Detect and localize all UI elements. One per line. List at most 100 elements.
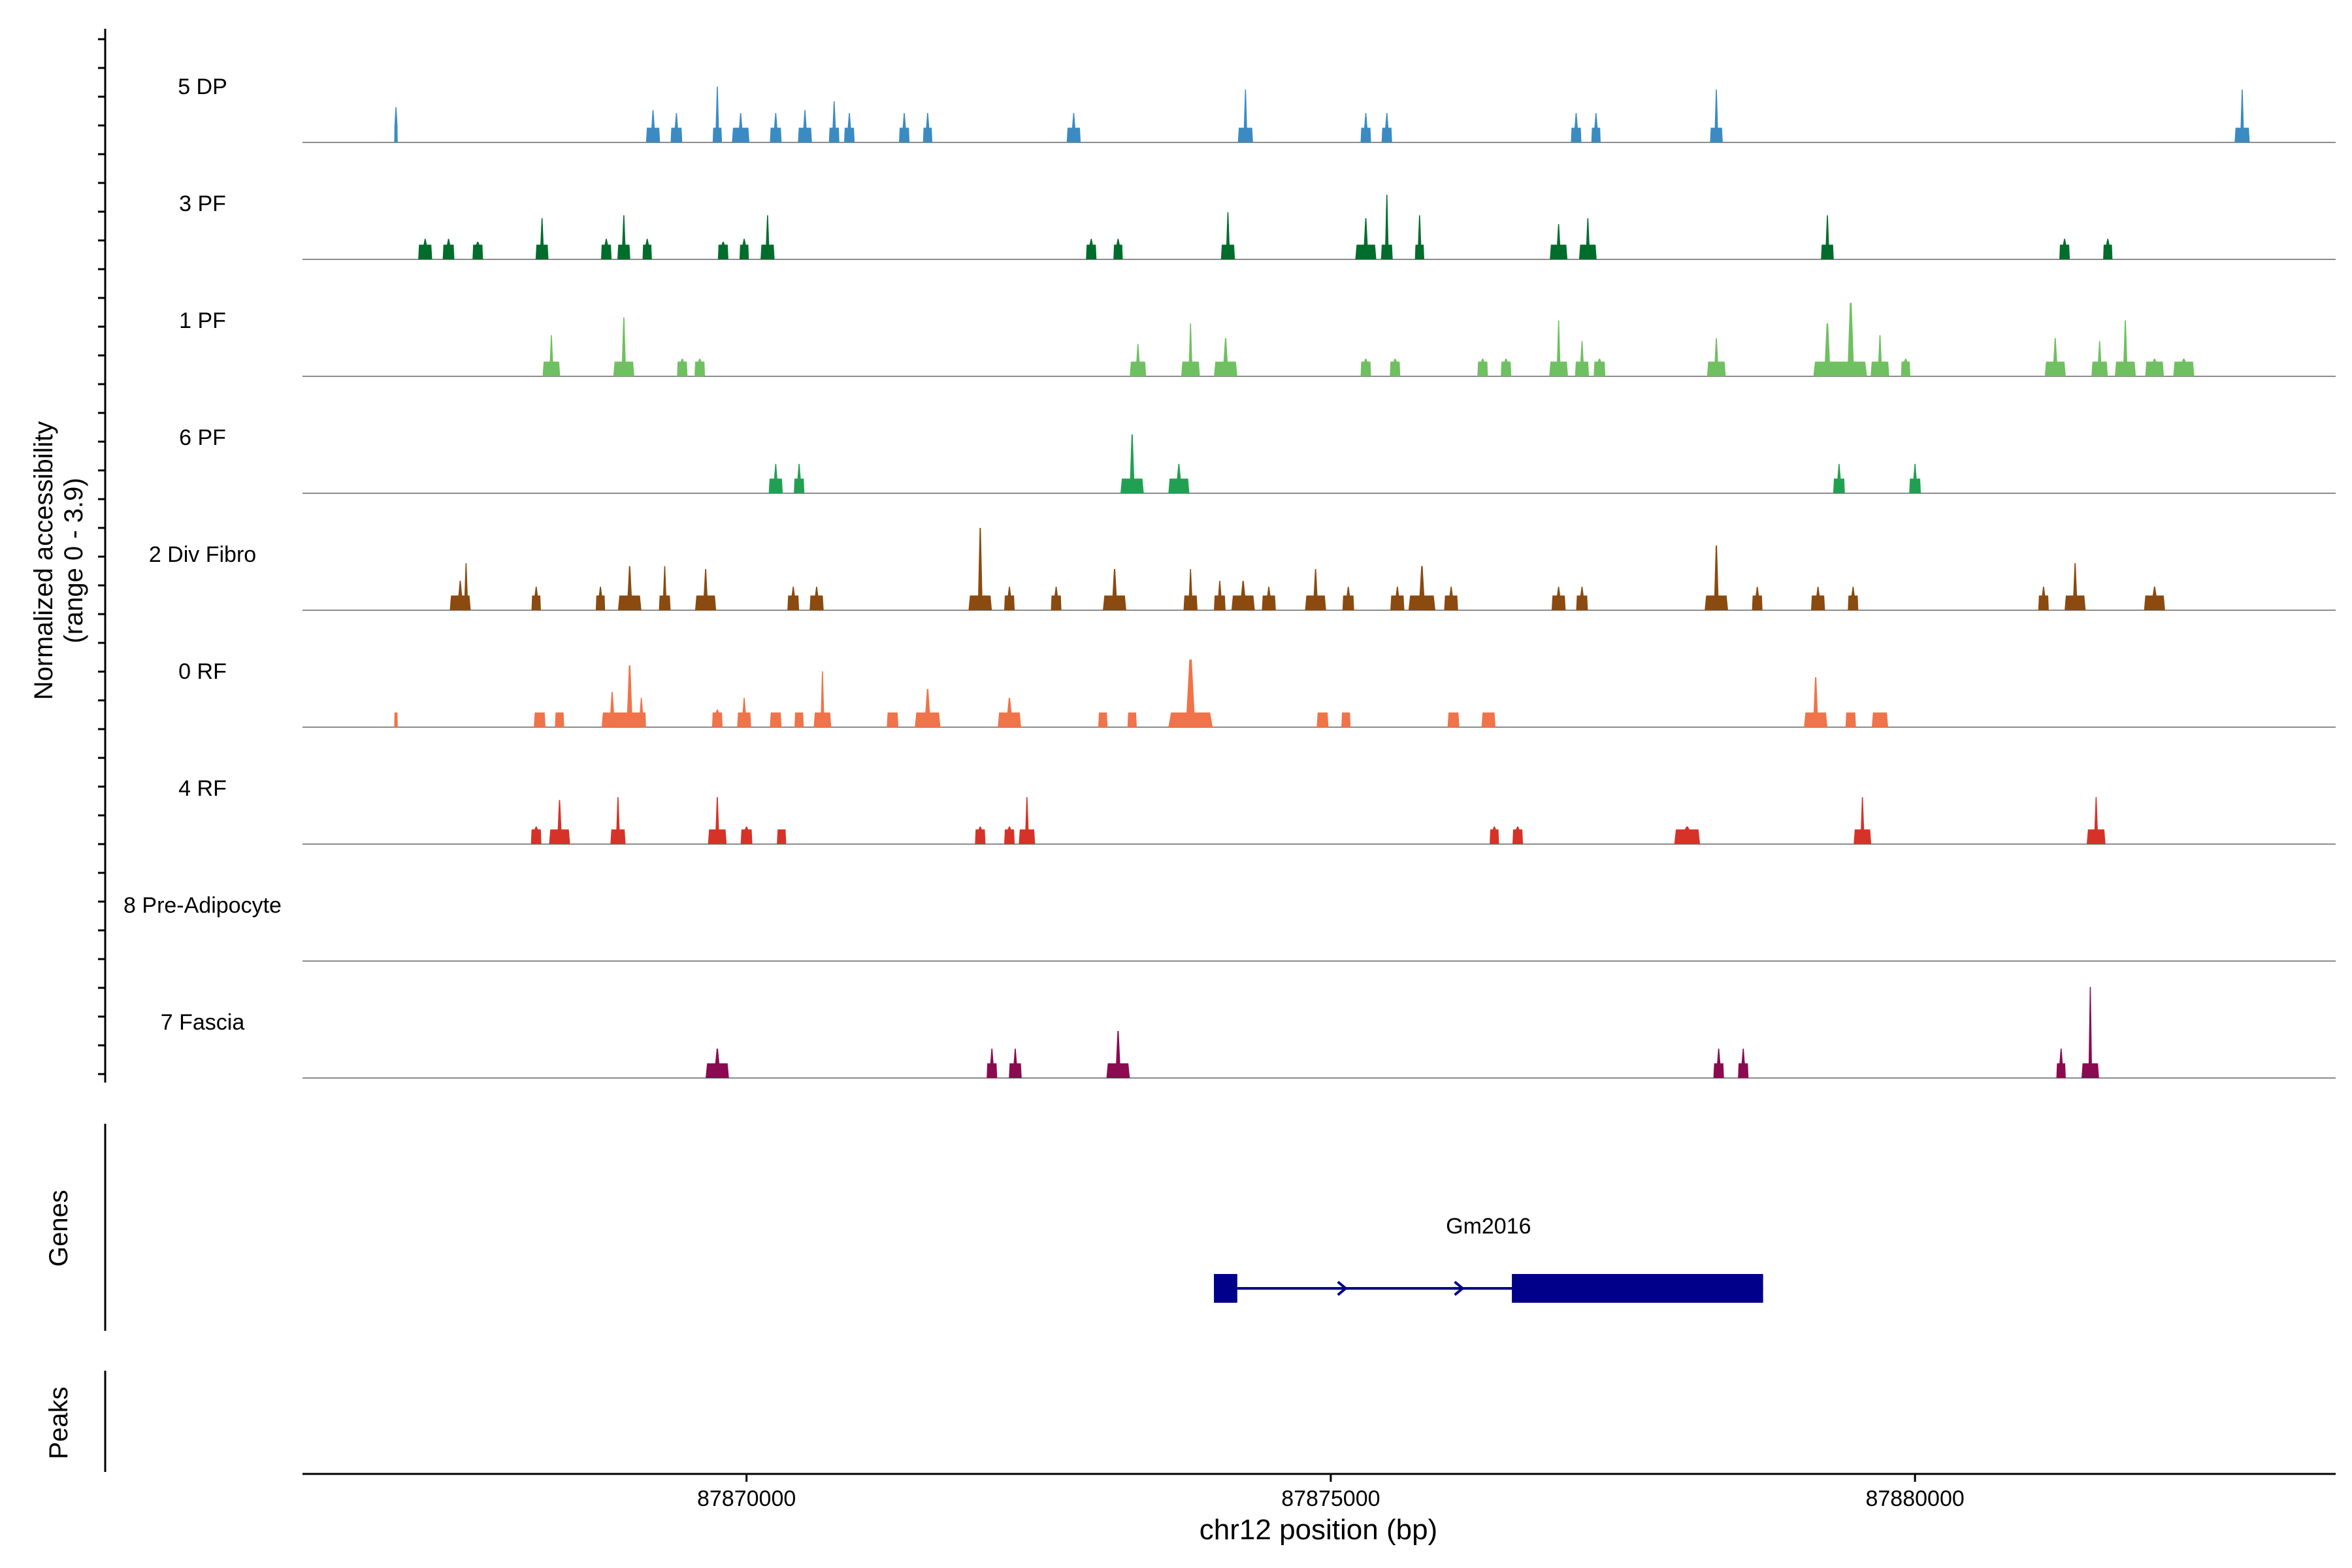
track-5: 2 Div Fibro (149, 528, 2336, 611)
coverage-peak (1821, 215, 1834, 259)
track-3: 1 PF (179, 302, 2336, 377)
coverage-peak (542, 335, 561, 376)
coverage-peak (1009, 1049, 1022, 1078)
coverage-peak (787, 587, 800, 610)
coverage-peak (1909, 464, 1921, 493)
coverage-peak (1834, 302, 1867, 376)
coverage-peak (1183, 569, 1198, 610)
coverage-peak (418, 238, 433, 259)
coverage-peak (1181, 323, 1200, 376)
coverage-peak (615, 665, 644, 727)
coverage-peak (1262, 587, 1276, 610)
track-label: 1 PF (179, 308, 226, 333)
coverage-peak (1342, 587, 1354, 610)
coverage-peak (394, 107, 398, 142)
coverage-peak (463, 563, 470, 610)
peaks-panel-label: Peaks (44, 1386, 73, 1459)
coverage-peak (1804, 677, 1827, 727)
coverage-peak (610, 797, 626, 844)
track-9: 7 Fascia (161, 987, 2336, 1079)
track-label: 4 RF (178, 776, 227, 801)
coverage-peak (768, 464, 783, 493)
coverage-peak (1591, 113, 1601, 142)
coverage-peak (535, 218, 549, 259)
coverage-peak (1113, 238, 1123, 259)
coverage-peak (1845, 712, 1856, 727)
track-label: 0 RF (178, 659, 227, 684)
coverage-peak (1086, 238, 1097, 259)
strand-arrow (1337, 1281, 1348, 1296)
coverage-peak (534, 712, 546, 727)
track-label: 3 PF (179, 191, 226, 216)
coverage-peak (1833, 464, 1845, 493)
coverage-peak (1381, 113, 1392, 142)
coverage-peak (2038, 587, 2049, 610)
coverage-peak (394, 712, 398, 727)
coverage-peak (531, 587, 541, 610)
coverage-peak (1593, 359, 1606, 376)
y-axis-label: Normalized accessibility (29, 421, 58, 700)
coverage-peak (1707, 338, 1726, 376)
coverage-peak (2044, 338, 2066, 376)
coverage-peak (968, 528, 992, 610)
coverage-peak (2144, 587, 2165, 610)
gene-exon (1214, 1274, 1237, 1303)
coverage-peak (2082, 987, 2099, 1078)
x-tick-label: 87880000 (1865, 1486, 1964, 1511)
coverage-peak (601, 238, 612, 259)
coverage-peak (1237, 90, 1253, 142)
coverage-peak (828, 101, 840, 142)
coverage-peak (923, 113, 932, 142)
coverage-peak (712, 86, 723, 142)
coverage-peak (711, 710, 723, 727)
coverage-peak (1103, 569, 1126, 610)
coverage-peak (642, 238, 652, 259)
coverage-peak (442, 238, 455, 259)
coverage-peak (2087, 797, 2106, 844)
track-label: 2 Div Fibro (149, 542, 256, 567)
coverage-peak (1674, 826, 1701, 844)
coverage-peak (1341, 712, 1351, 727)
coverage-peak (717, 242, 728, 259)
coverage-peak (1106, 1031, 1130, 1078)
coverage-peak (531, 826, 542, 844)
coverage-peak (613, 318, 634, 376)
coverage-peak (1316, 712, 1329, 727)
coverage-peak (777, 829, 787, 844)
coverage-peak (987, 1049, 998, 1078)
coverage-peak (1752, 587, 1763, 610)
coverage-peak (1127, 712, 1137, 727)
coverage-peak (645, 110, 661, 142)
gene-track: Gm2016 (1214, 1214, 1763, 1303)
coverage-peak (1380, 195, 1393, 259)
coverage-peak (708, 797, 727, 844)
coverage-peak (1813, 323, 1842, 376)
x-tick-label: 87875000 (1281, 1486, 1380, 1511)
coverage-peak (975, 826, 986, 844)
coverage-peak (798, 110, 812, 142)
coverage-peak (1168, 659, 1213, 727)
track-label: 6 PF (179, 425, 226, 450)
coverage-peak (2065, 563, 2086, 610)
coverage-peak (694, 359, 706, 376)
gene-exon (1512, 1274, 1763, 1303)
coverage-peak (1575, 341, 1590, 376)
track-6: 0 RF (178, 659, 2336, 728)
coverage-peak (740, 826, 753, 844)
coverage-peak (1551, 587, 1566, 610)
coverage-peak (472, 242, 483, 259)
coverage-peak (1019, 797, 1036, 844)
coverage-peak (887, 712, 899, 727)
x-axis-label: chr12 position (bp) (1200, 1514, 1437, 1546)
coverage-peak (760, 215, 775, 259)
coverage-peak (998, 698, 1021, 727)
coverage-peak (677, 359, 688, 376)
coverage-peak (2234, 90, 2250, 142)
coverage-peak (1870, 335, 1889, 376)
coverage-peak (595, 587, 606, 610)
coverage-peak (1550, 224, 1568, 259)
coverage-peak (1447, 712, 1460, 727)
coverage-peak (794, 464, 805, 493)
coverage-peak (1549, 320, 1568, 376)
